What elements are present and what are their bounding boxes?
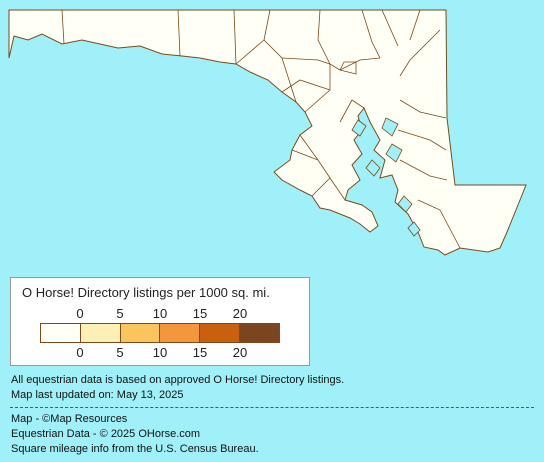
maryland-county-map	[8, 9, 527, 256]
legend-swatch	[80, 324, 121, 342]
dashed-divider	[10, 407, 534, 408]
legend-swatch	[120, 324, 161, 342]
legend-top-tick: 10	[152, 306, 168, 321]
maryland-state-outline	[8, 9, 527, 256]
legend-swatch	[160, 324, 201, 342]
data-basis-note: All equestrian data is based on approved…	[11, 374, 345, 386]
legend-swatch	[240, 324, 279, 342]
legend-bottom-tick: 20	[232, 345, 248, 360]
last-updated-note: Map last updated on: May 13, 2025	[11, 389, 184, 401]
legend-swatch	[200, 324, 241, 342]
map-credit: Map - ©Map Resources	[11, 413, 128, 425]
legend-swatch	[41, 324, 81, 342]
legend-bottom-tick: 0	[76, 345, 84, 360]
legend-color-scale	[40, 323, 280, 343]
legend-bottom-tick: 15	[192, 345, 208, 360]
legend-bottom-tick: 5	[116, 345, 124, 360]
equestrian-data-credit: Equestrian Data - © 2025 OHorse.com	[11, 428, 201, 440]
legend-top-tick: 15	[192, 306, 208, 321]
legend-top-tick: 20	[232, 306, 248, 321]
bay-shoreline-details	[351, 117, 421, 237]
legend-top-tick: 5	[116, 306, 124, 321]
legend-bottom-tick: 10	[152, 345, 168, 360]
legend-top-tick: 0	[76, 306, 84, 321]
legend-panel: O Horse! Directory listings per 1000 sq.…	[10, 277, 310, 366]
county-borders	[61, 9, 461, 249]
census-credit: Square mileage info from the U.S. Census…	[11, 443, 259, 455]
legend-title: O Horse! Directory listings per 1000 sq.…	[22, 285, 270, 300]
